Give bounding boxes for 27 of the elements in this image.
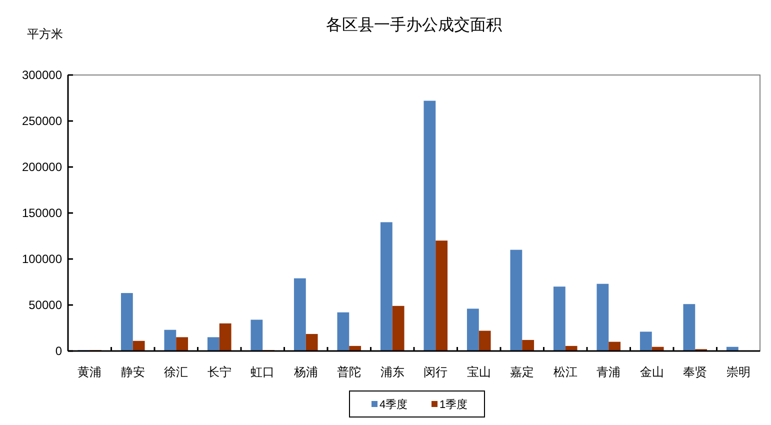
x-tick-label: 崇明	[726, 365, 750, 379]
x-tick-label: 宝山	[466, 365, 491, 379]
x-tick-label: 青浦	[596, 365, 621, 379]
x-tick-label: 普陀	[337, 365, 362, 379]
x-tick-label: 杨浦	[292, 365, 318, 379]
y-tick-label: 200000	[22, 160, 62, 174]
x-tick-label: 松江	[553, 365, 578, 379]
y-axis-title: 平方米	[27, 27, 63, 41]
x-tick-label: 黄浦	[78, 365, 102, 379]
legend-label: 4季度	[380, 398, 408, 411]
y-tick-label: 100000	[22, 252, 62, 266]
x-tick-label: 徐汇	[164, 365, 188, 379]
y-tick-label: 300000	[22, 68, 62, 82]
y-tick-label: 150000	[22, 206, 62, 220]
x-tick-label: 浦东	[380, 365, 404, 379]
y-tick-label: 0	[55, 344, 62, 358]
y-tick-label: 250000	[22, 114, 62, 128]
x-tick-label: 金山	[640, 365, 664, 379]
legend-label: 1季度	[440, 398, 468, 411]
x-tick-label: 长宁	[207, 365, 232, 379]
x-tick-label: 奉贤	[683, 365, 708, 379]
chart-title: 各区县一手办公成交面积	[326, 16, 502, 34]
x-tick-label: 静安	[120, 365, 145, 379]
x-tick-label: 虹口	[250, 365, 275, 379]
x-tick-label: 闵行	[424, 365, 448, 379]
x-tick-label: 嘉定	[510, 365, 534, 379]
y-tick-label: 50000	[28, 298, 62, 312]
